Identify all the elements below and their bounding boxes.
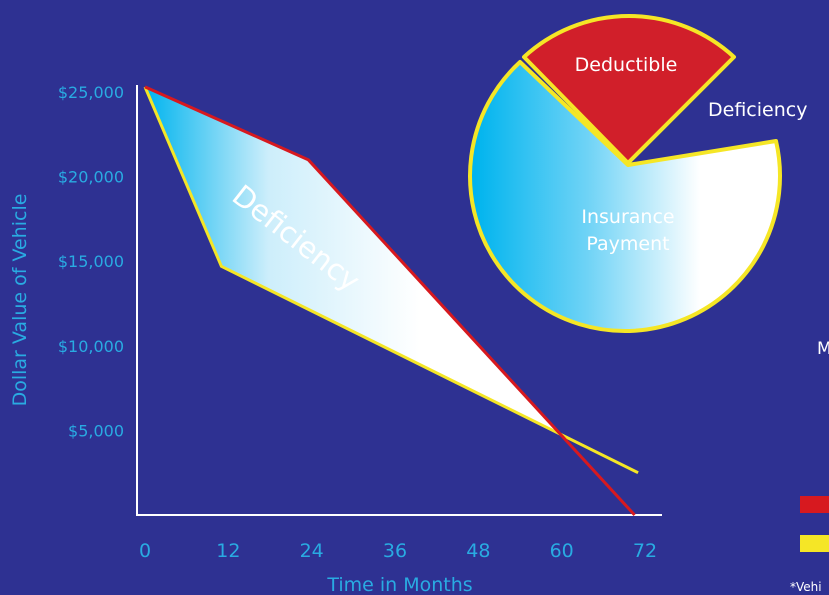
deficiency-area — [145, 86, 561, 435]
x-tick-label: 12 — [216, 540, 240, 562]
x-tick-label: 72 — [633, 540, 657, 562]
x-tick-labels: 0 12 24 36 48 60 72 — [139, 540, 657, 562]
cut-off-label: M — [817, 339, 829, 359]
payout-pie-chart: Deductible Insurance Payment Deficiency — [468, 14, 807, 334]
x-tick-label: 60 — [550, 540, 574, 562]
x-axis-label: Time in Months — [326, 574, 472, 595]
x-tick-label: 48 — [466, 540, 490, 562]
pie-slice-insurance-payment — [468, 60, 782, 334]
vehicle-value-line — [143, 86, 639, 475]
footnote: *Vehi — [790, 580, 822, 594]
x-tick-label: 24 — [300, 540, 324, 562]
x-tick-label: 0 — [139, 540, 151, 562]
pie-label-deficiency: Deficiency — [708, 99, 807, 121]
y-tick-label: $25,000 — [58, 83, 124, 102]
y-axis-label: Dollar Value of Vehicle — [9, 194, 31, 407]
pie-label-insurance-line1: Insurance — [581, 206, 674, 228]
value-chart: $5,000 $10,000 $15,000 $20,000 $25,000 0 12 24… — [9, 83, 662, 595]
y-tick-label: $15,000 — [58, 252, 124, 271]
pie-label-insurance-line2: Payment — [586, 233, 669, 255]
y-tick-label: $5,000 — [68, 421, 124, 440]
pie-label-deductible: Deductible — [575, 54, 678, 76]
legend-swatch-loan — [800, 496, 829, 513]
pie-slice-deductible — [522, 14, 736, 165]
y-tick-label: $20,000 — [58, 168, 124, 187]
loan-balance-line — [144, 85, 636, 517]
legend-swatch-value — [800, 535, 829, 552]
x-tick-label: 36 — [383, 540, 407, 562]
y-tick-label: $10,000 — [58, 337, 124, 356]
y-tick-labels: $5,000 $10,000 $15,000 $20,000 $25,000 — [58, 83, 124, 440]
